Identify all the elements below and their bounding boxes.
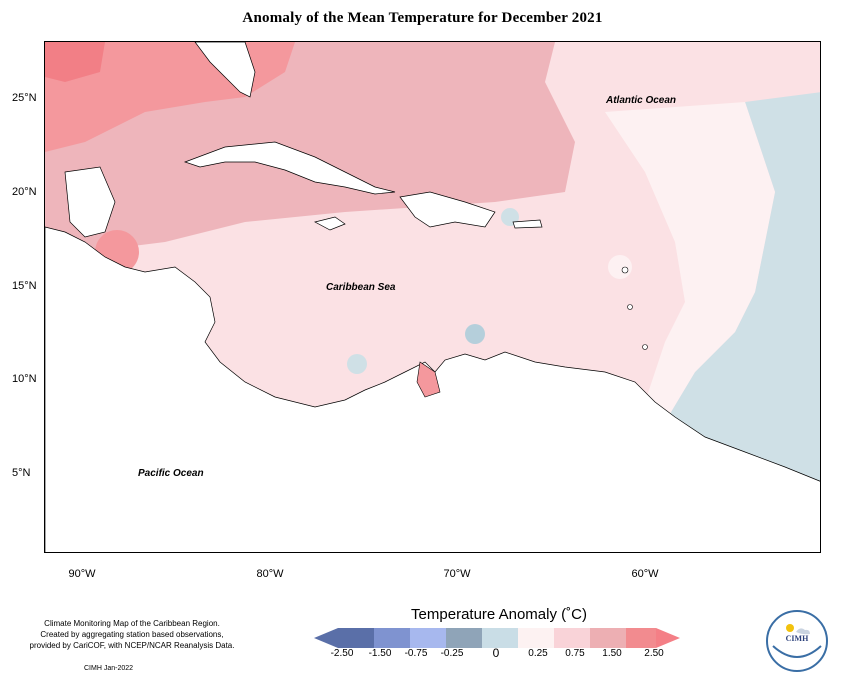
florida-land <box>194 42 256 98</box>
legend-swatch-4 <box>446 628 482 648</box>
lon-label-80w: 80°W <box>256 568 284 580</box>
lat-label-20n: 20°N <box>12 186 37 198</box>
legend-tick-zero: 0 <box>492 646 500 660</box>
legend-tick-minus-2-50: -2.50 <box>330 648 354 659</box>
cool-spot-colombia <box>347 354 367 374</box>
negative-anomaly-east <box>665 92 820 492</box>
legend-tick-0-75: 0.75 <box>565 648 585 659</box>
lat-label-5n: 5°N <box>12 467 31 479</box>
lon-label-70w: 70°W <box>443 568 471 580</box>
atlantic-ocean-label: Atlantic Ocean <box>606 95 677 106</box>
puerto-rico-land <box>512 219 543 229</box>
maracaibo-lake <box>416 361 441 398</box>
hottest-anomaly-corner <box>45 42 105 82</box>
legend-tick-1-50: 1.50 <box>602 648 622 659</box>
legend-swatch-9 <box>626 628 656 648</box>
sun-cloud-icon <box>772 624 822 658</box>
description-line-2: Created by aggregating station based obs… <box>40 630 224 639</box>
pacific-ocean-label: Pacific Ocean <box>138 468 204 479</box>
lat-label-10n: 10°N <box>12 373 37 385</box>
description-line-1: Climate Monitoring Map of the Caribbean … <box>44 619 220 628</box>
lon-label-60w: 60°W <box>631 568 659 580</box>
legend-swatch-2 <box>374 628 410 648</box>
lat-label-15n: 15°N <box>12 280 37 292</box>
jamaica-land <box>314 216 346 231</box>
legend-swatch-5 <box>482 628 518 648</box>
legend-swatch-7 <box>554 628 590 648</box>
legend-tick-minus-0-25: -0.25 <box>440 648 464 659</box>
cuba-land <box>183 141 396 195</box>
legend-swatch-6 <box>518 628 554 648</box>
caribbean-sea-label: Caribbean Sea <box>326 282 396 293</box>
cool-spot-aruba <box>465 324 485 344</box>
barbados-island <box>642 344 648 350</box>
legend-tick-0-25: 0.25 <box>528 648 548 659</box>
legend-swatch-3 <box>410 628 446 648</box>
guadeloupe-island <box>621 266 629 274</box>
lat-label-25n: 25°N <box>12 92 37 104</box>
map-title: Anomaly of the Mean Temperature for Dece… <box>242 10 603 26</box>
credit-label: CIMH Jan-2022 <box>84 665 134 672</box>
legend-swatch-8 <box>590 628 626 648</box>
legend-title: Temperature Anomaly (˚C) <box>411 606 587 623</box>
yucatan-land <box>64 166 116 238</box>
legend-colorbar <box>314 628 680 648</box>
map-area[interactable] <box>44 41 821 553</box>
neutral-anomaly-band <box>605 102 775 422</box>
cool-spot-pr <box>501 208 519 226</box>
legend-tick-minus-0-75: -0.75 <box>404 648 428 659</box>
legend-arrow-high <box>656 628 680 648</box>
anomaly-map <box>45 42 820 552</box>
map-description: Climate Monitoring Map of the Caribbean … <box>12 618 252 651</box>
lon-label-90w: 90°W <box>68 568 96 580</box>
legend-tick-minus-1-50: -1.50 <box>368 648 392 659</box>
hispaniola-land <box>399 191 496 228</box>
martinique-island <box>627 304 633 310</box>
cimh-logo: CIMH <box>766 610 828 672</box>
logo-label: CIMH <box>785 634 809 643</box>
legend-tick-2-50: 2.50 <box>644 648 664 659</box>
description-line-3: provided by CariCOF, with NCEP/NCAR Rean… <box>29 641 235 650</box>
legend-arrow-low <box>314 628 338 648</box>
neutral-spot-lesser-antilles <box>608 255 632 279</box>
legend-swatch-1 <box>338 628 374 648</box>
